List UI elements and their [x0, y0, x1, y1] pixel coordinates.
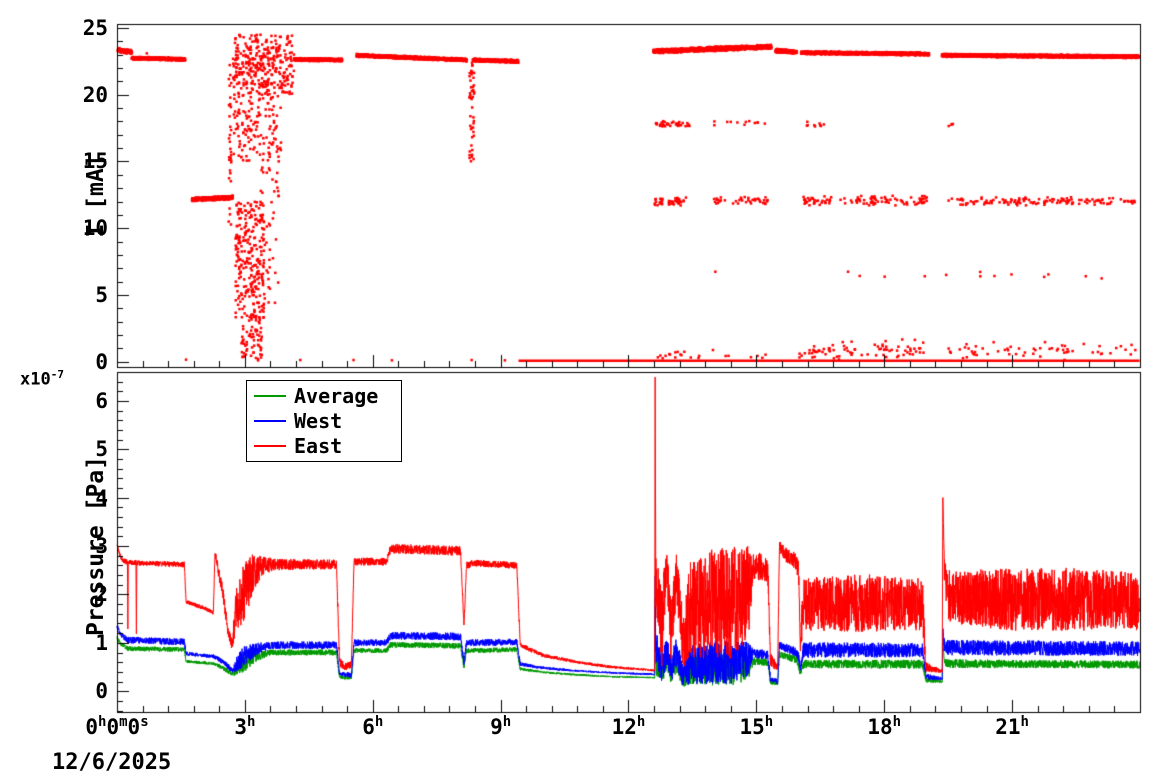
- legend-entry-east: East: [247, 434, 401, 458]
- time-unit-superscript: s: [140, 714, 149, 730]
- x-tick-label-time: 21h: [995, 714, 1029, 739]
- y-tick-label-pressure: 3: [95, 534, 108, 559]
- x-tick-label-time: 6h: [362, 714, 384, 739]
- y-tick-label-pressure: 5: [95, 437, 108, 462]
- time-unit-superscript: h: [764, 714, 774, 730]
- date-label: 12/6/2025: [52, 750, 172, 775]
- legend-entry-label: Average: [294, 383, 379, 408]
- y-tick-label-pressure: 2: [95, 582, 108, 607]
- y-tick-label-current: 5: [95, 282, 108, 307]
- time-unit-superscript: h: [374, 714, 384, 730]
- legend-box: Average West East: [246, 380, 402, 462]
- x-tick-label-time: 12h: [611, 714, 646, 739]
- legend-line-sample: [254, 419, 286, 422]
- y-tick-label-current: 0: [95, 349, 108, 374]
- legend-line-sample: [254, 445, 286, 448]
- time-unit-superscript: h: [98, 714, 107, 730]
- time-unit-superscript: h: [246, 714, 256, 730]
- y-tick-label-pressure: 0: [95, 679, 108, 704]
- y-tick-label-pressure: 6: [95, 389, 108, 414]
- legend-entry-label: East: [294, 434, 343, 459]
- time-unit-superscript: m: [119, 714, 128, 730]
- x-tick-label-time: 9h: [490, 714, 512, 739]
- y-tick-label-pressure: 1: [95, 630, 108, 655]
- time-unit-superscript: h: [502, 714, 512, 730]
- y-tick-label-pressure: 4: [95, 485, 108, 510]
- y-tick-label-current: 20: [82, 82, 108, 107]
- y-tick-label-current: 15: [82, 149, 108, 174]
- x-tick-label-time: 0h0m0s: [85, 714, 149, 739]
- legend-line-sample: [254, 394, 286, 397]
- x-tick-label-time: 18h: [867, 714, 902, 739]
- y-tick-label-current: 10: [82, 216, 108, 241]
- x-tick-label-time: 3h: [234, 714, 256, 739]
- x-tick-label-time: 15h: [739, 714, 774, 739]
- legend-entry-average: Average: [247, 384, 401, 408]
- time-unit-superscript: h: [892, 714, 902, 730]
- legend-entry-west: West: [247, 409, 401, 433]
- exponent-base: x10: [20, 369, 51, 390]
- time-unit-superscript: h: [636, 714, 646, 730]
- legend-entry-label: West: [294, 408, 343, 433]
- time-unit-superscript: h: [1020, 714, 1029, 730]
- y-tick-label-current: 25: [82, 16, 108, 40]
- exponent-power: -7: [50, 368, 64, 381]
- pressure-exponent-label: x10-7: [20, 368, 64, 390]
